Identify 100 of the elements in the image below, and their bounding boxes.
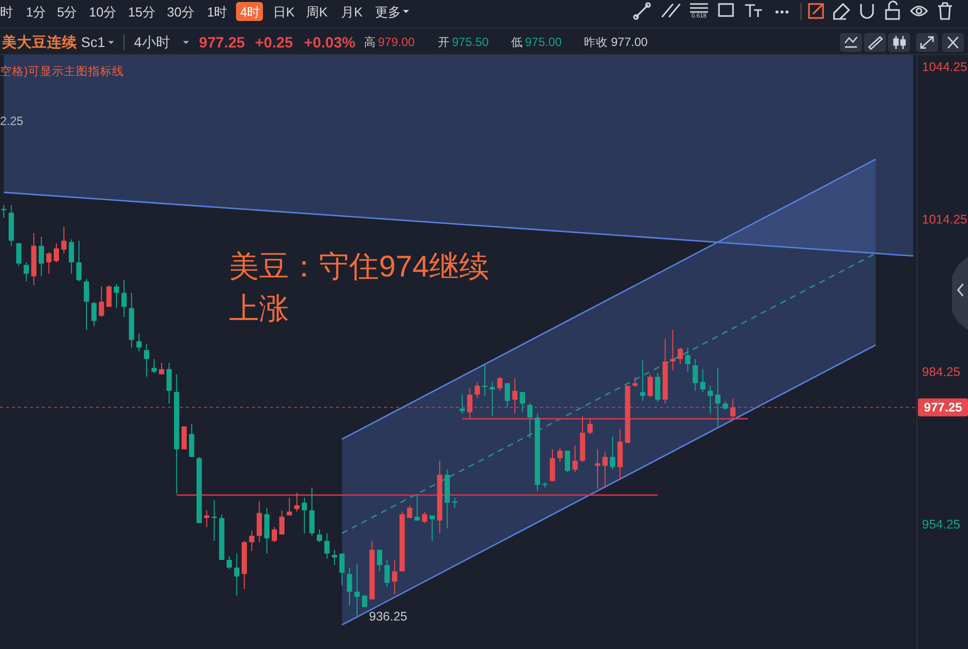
candlestick [715, 367, 720, 427]
candlestick [106, 284, 112, 308]
candlestick [632, 376, 638, 388]
candlestick [700, 368, 706, 393]
candlestick [54, 242, 60, 263]
candlestick [286, 497, 292, 516]
candlestick [136, 333, 142, 352]
candlestick [16, 242, 22, 267]
text: 15分 [128, 4, 156, 20]
candlestick [182, 426, 187, 450]
candlestick [68, 238, 74, 274]
candlestick [655, 372, 660, 403]
candlestick [708, 385, 713, 414]
text: 10分 [89, 4, 116, 20]
candlestick [24, 262, 29, 282]
candlestick [121, 280, 127, 318]
candlestick [520, 392, 526, 413]
text: 4时 [240, 4, 260, 20]
candlestick [392, 559, 398, 595]
candlestick [685, 347, 690, 372]
text: 1分 [26, 4, 46, 20]
candlestick [640, 360, 646, 402]
candlestick [384, 559, 390, 588]
ref-line-label: 977.25 [924, 400, 962, 415]
text: 4小时 [134, 34, 170, 50]
candlestick [678, 347, 683, 365]
annotation: 2.25 [0, 114, 24, 128]
text: 977.00 [611, 35, 648, 50]
candlestick [460, 394, 465, 414]
candlestick [226, 556, 232, 570]
candlestick [144, 343, 150, 378]
candlestick [407, 504, 412, 518]
candlestick [648, 374, 653, 398]
annotation: 936.25 [369, 609, 408, 624]
candlestick [572, 444, 578, 473]
candlestick [594, 448, 600, 490]
candlestick [376, 549, 382, 572]
candlestick [189, 423, 194, 458]
candlestick [430, 514, 435, 542]
text: 月K [341, 4, 363, 20]
y-tick-label: 1014.25 [922, 212, 968, 226]
candlestick [504, 382, 510, 408]
candlestick [474, 381, 480, 399]
text: +0.03% [304, 34, 356, 52]
candlestick [46, 252, 52, 274]
candlestick [354, 563, 360, 616]
candlestick [38, 236, 44, 277]
text: 时 [0, 4, 13, 20]
text: 977.25 [199, 34, 245, 52]
candlestick [76, 240, 82, 282]
candlestick [587, 418, 593, 435]
text: 开 [438, 36, 450, 50]
candlestick [490, 381, 495, 417]
candlestick [84, 278, 90, 330]
candlestick [670, 329, 676, 371]
y-tick-label: 984.25 [922, 365, 960, 380]
candlestick [212, 500, 217, 542]
text: 975.50 [452, 35, 490, 50]
candlestick [422, 511, 428, 524]
annotation: 美豆：守住974继续上涨 [229, 250, 490, 326]
text: 975.00 [525, 35, 562, 50]
candlestick [497, 376, 502, 392]
y-tick-label: 954.25 [922, 518, 960, 532]
candlestick [414, 493, 420, 522]
candlestick [234, 553, 240, 596]
candlestick [302, 497, 308, 534]
candlestick [557, 448, 563, 463]
text: 高 [364, 35, 376, 50]
text: Sc1 [81, 34, 106, 50]
candlestick [166, 362, 172, 404]
candlestick [272, 526, 277, 543]
candlestick [332, 549, 338, 566]
candlestick [527, 403, 533, 438]
chart-title: 美大豆连续 [1, 33, 78, 52]
text: 日K [273, 4, 295, 20]
candlestick [91, 301, 97, 326]
text: 更多 [375, 4, 401, 20]
candlestick [98, 286, 104, 318]
candlestick [602, 451, 608, 488]
text: 1时 [207, 4, 228, 20]
candlestick [692, 358, 698, 392]
text: 5分 [57, 4, 78, 20]
candlestick [279, 510, 284, 536]
text: 30分 [167, 4, 194, 20]
candlestick [339, 553, 345, 586]
text: 周K [306, 4, 328, 20]
candlestick [550, 448, 556, 482]
candlestick [482, 364, 488, 396]
y-tick-label: 1044.25 [922, 60, 968, 74]
candlestick [256, 500, 262, 543]
candlestick [204, 510, 210, 528]
candlestick [158, 362, 164, 375]
candlestick [316, 528, 322, 543]
text: +0.25 [255, 34, 293, 52]
candlestick [564, 450, 570, 473]
candlestick [114, 283, 120, 309]
candlestick [610, 436, 616, 470]
text: 979.00 [378, 35, 416, 50]
text: 低 [511, 36, 523, 50]
text: 昨收 [584, 36, 608, 50]
